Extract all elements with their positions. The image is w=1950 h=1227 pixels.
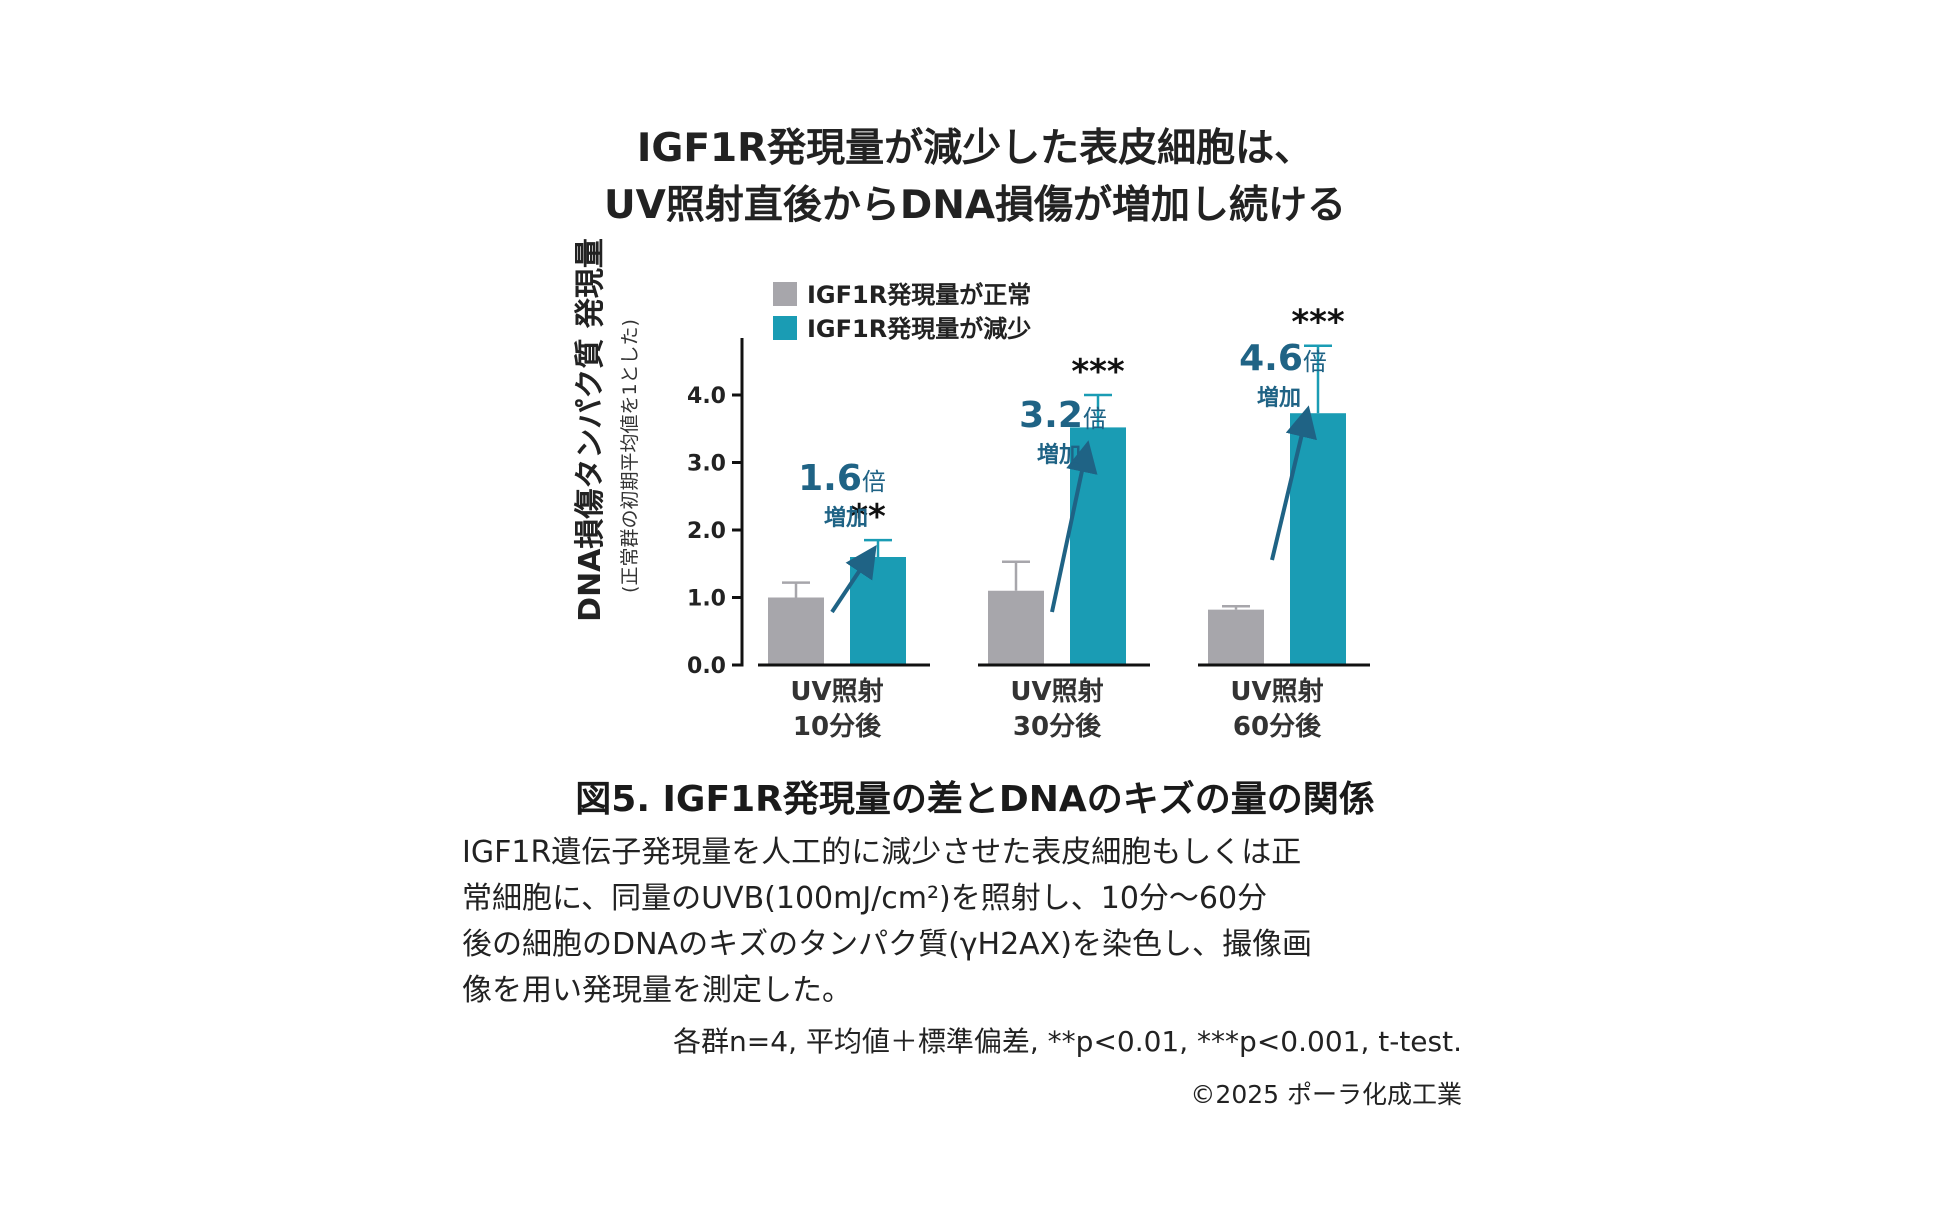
fold-change-value: 3.2	[1019, 395, 1083, 436]
y-tick-label: 4.0	[687, 384, 726, 409]
y-axis-title: DNA損傷タンパク質 発現量	[573, 238, 608, 622]
headline-line-2: UV照射直後からDNA損傷が増加し続ける	[603, 183, 1347, 228]
fold-change-label: 3.2倍	[1019, 395, 1107, 436]
y-axis-title-group: DNA損傷タンパク質 発現量 (正常群の初期平均値を1とした)	[573, 238, 641, 622]
description-line: 後の細胞のDNAのキズのタンパク質(γH2AX)を染色し、撮像画	[462, 927, 1312, 962]
x-axis: UV照射 10分後 UV照射 30分後 UV照射 60分後	[758, 663, 1370, 742]
fold-change-value: 1.6	[798, 458, 862, 499]
significance-label: ***	[1291, 303, 1345, 343]
bar	[1290, 413, 1346, 665]
bar	[768, 597, 824, 665]
fold-change-unit: 倍	[1303, 348, 1327, 376]
y-tick-label: 3.0	[687, 452, 726, 477]
description-line: 常細胞に、同量のUVB(100mJ/cm²)を照射し、10分～60分	[462, 881, 1268, 916]
fold-change-caption: 増加	[1257, 385, 1301, 411]
fold-change-caption: 増加	[1037, 442, 1081, 468]
y-tick-label: 2.0	[687, 519, 726, 544]
headline: IGF1R発現量が減少した表皮細胞は、 UV照射直後からDNA損傷が増加し続ける	[475, 120, 1475, 234]
copyright: ©2025 ポーラ化成工業	[1190, 1080, 1462, 1109]
legend-label: IGF1R発現量が正常	[807, 281, 1031, 309]
increase-arrow	[830, 545, 877, 614]
increase-arrow	[1270, 405, 1317, 561]
description-line: IGF1R遺伝子発現量を人工的に減少させた表皮細胞もしくは正	[462, 835, 1302, 870]
x-tick-label: UV照射	[790, 677, 883, 707]
x-tick-label: 60分後	[1233, 711, 1322, 742]
figure-title: 図5. IGF1R発現量の差とDNAのキズの量の関係	[575, 779, 1375, 820]
legend-swatch	[773, 282, 797, 306]
increase-arrow	[1050, 440, 1098, 613]
bar	[988, 590, 1044, 665]
fold-change-unit: 倍	[862, 468, 886, 496]
x-tick-label: UV照射	[1010, 677, 1103, 707]
significance-label: **	[850, 497, 886, 537]
statistics-note: 各群n=4, 平均値＋標準偏差, **p<0.01, ***p<0.001, t…	[673, 1025, 1462, 1058]
fold-change-caption: 増加	[824, 505, 868, 531]
fold-change-label: 4.6倍	[1239, 338, 1327, 379]
legend: IGF1R発現量が正常 IGF1R発現量が減少	[773, 281, 1031, 343]
legend-swatch	[773, 316, 797, 340]
bar	[1208, 609, 1264, 665]
headline-line-1: IGF1R発現量が減少した表皮細胞は、	[636, 126, 1314, 171]
x-tick-label: 30分後	[1013, 711, 1102, 742]
x-tick-label: UV照射	[1230, 677, 1323, 707]
fold-change-label: 1.6倍	[798, 458, 886, 499]
x-tick-label: 10分後	[793, 711, 882, 742]
legend-label: IGF1R発現量が減少	[807, 315, 1031, 343]
fold-change-unit: 倍	[1083, 405, 1107, 433]
y-tick-label: 1.0	[687, 587, 726, 612]
fold-change-value: 4.6	[1239, 338, 1303, 379]
y-tick-label: 0.0	[687, 654, 726, 679]
y-axis-subtitle: (正常群の初期平均値を1とした)	[619, 319, 641, 593]
description-line: 像を用い発現量を測定した。	[462, 973, 852, 1008]
figure-description: IGF1R遺伝子発現量を人工的に減少させた表皮細胞もしくは正 常細胞に、同量のU…	[462, 830, 1472, 1014]
y-axis: 0.0 1.0 2.0 3.0 4.0	[687, 338, 744, 679]
significance-label: ***	[1071, 352, 1125, 392]
